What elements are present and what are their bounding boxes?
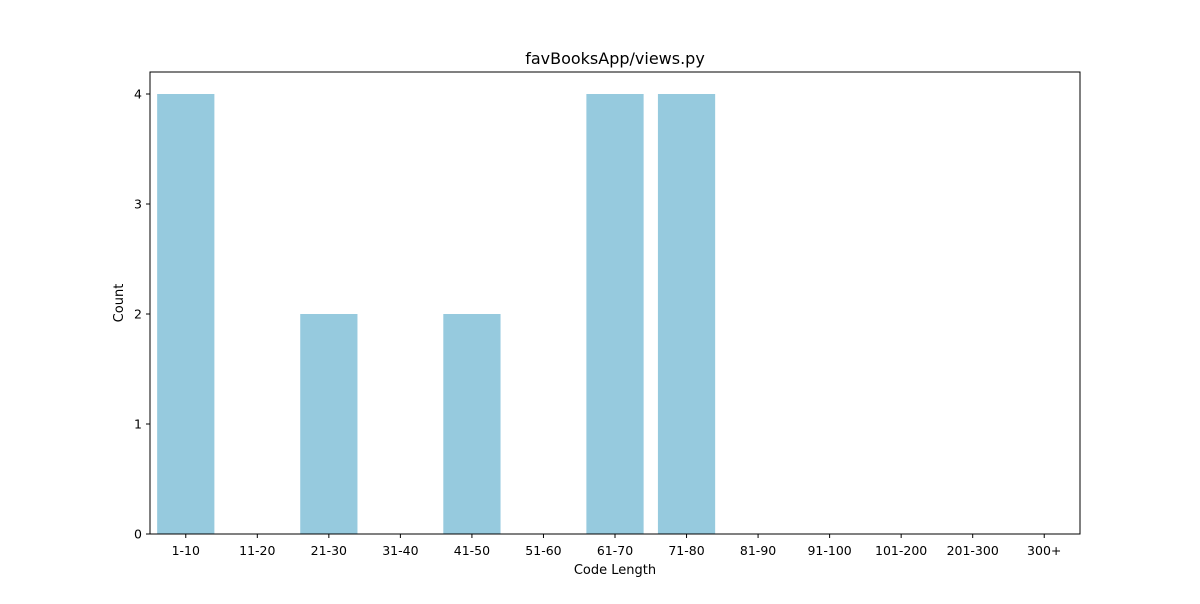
bar-61-70	[586, 94, 644, 534]
x-tick-label: 91-100	[807, 543, 851, 558]
y-tick-label: 1	[134, 417, 142, 432]
bar-1-10	[157, 94, 215, 534]
x-axis-ticks: 1-10 11-20 21-30 31-40 41-50 51-60 61-70 71-80 8…	[172, 534, 1061, 558]
x-tick-label: 11-20	[239, 543, 275, 558]
y-axis-label: Count	[112, 284, 127, 323]
chart-title: favBooksApp/views.py	[525, 49, 705, 68]
x-tick-label: 31-40	[382, 543, 418, 558]
y-axis-ticks: 0 1 2 3 4	[134, 87, 150, 542]
x-tick-label: 81-90	[740, 543, 776, 558]
bar-21-30	[300, 314, 358, 534]
x-tick-label: 61-70	[597, 543, 633, 558]
x-tick-label: 51-60	[525, 543, 561, 558]
y-tick-label: 3	[134, 197, 142, 212]
y-tick-label: 2	[134, 307, 142, 322]
x-tick-label: 21-30	[311, 543, 347, 558]
plot-frame	[149, 71, 1081, 535]
x-tick-label: 41-50	[454, 543, 490, 558]
x-tick-label: 1-10	[172, 543, 200, 558]
bar-41-50	[443, 314, 501, 534]
x-axis-label: Code Length	[574, 563, 656, 578]
x-tick-label: 71-80	[668, 543, 704, 558]
x-tick-label: 300+	[1027, 543, 1061, 558]
x-tick-label: 201-300	[947, 543, 999, 558]
y-tick-label: 4	[134, 87, 142, 102]
bars-group	[157, 94, 716, 534]
bar-71-80	[657, 94, 716, 534]
x-tick-label: 101-200	[875, 543, 927, 558]
y-tick-label: 0	[134, 527, 142, 542]
